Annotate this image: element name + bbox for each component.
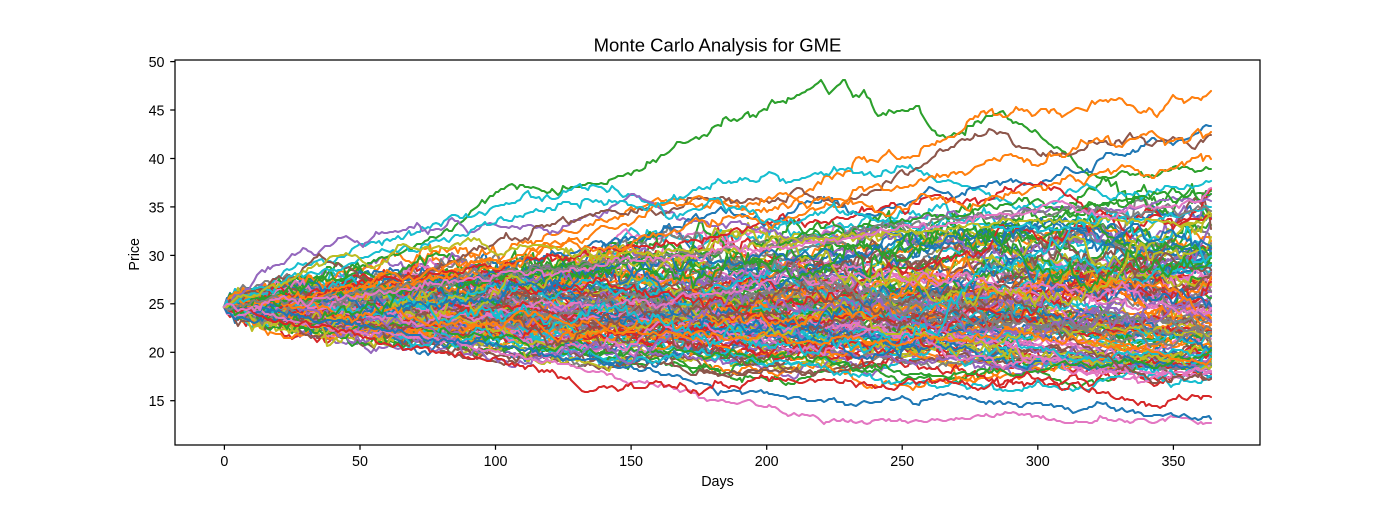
svg-text:20: 20 bbox=[149, 346, 165, 362]
svg-text:40: 40 bbox=[149, 152, 165, 168]
svg-text:250: 250 bbox=[890, 454, 914, 470]
svg-text:35: 35 bbox=[149, 200, 165, 216]
svg-text:150: 150 bbox=[619, 454, 643, 470]
svg-text:0: 0 bbox=[220, 454, 228, 470]
svg-text:30: 30 bbox=[149, 249, 165, 265]
svg-text:300: 300 bbox=[1026, 454, 1050, 470]
svg-text:350: 350 bbox=[1161, 454, 1185, 470]
svg-text:Monte Carlo Analysis for GME: Monte Carlo Analysis for GME bbox=[594, 35, 842, 56]
svg-text:Days: Days bbox=[701, 474, 734, 490]
svg-text:45: 45 bbox=[149, 103, 165, 119]
svg-text:200: 200 bbox=[755, 454, 779, 470]
svg-text:Price: Price bbox=[127, 238, 143, 271]
svg-text:25: 25 bbox=[149, 297, 165, 313]
svg-text:100: 100 bbox=[484, 454, 508, 470]
svg-text:50: 50 bbox=[149, 55, 165, 71]
svg-text:15: 15 bbox=[149, 394, 165, 410]
svg-text:50: 50 bbox=[352, 454, 368, 470]
